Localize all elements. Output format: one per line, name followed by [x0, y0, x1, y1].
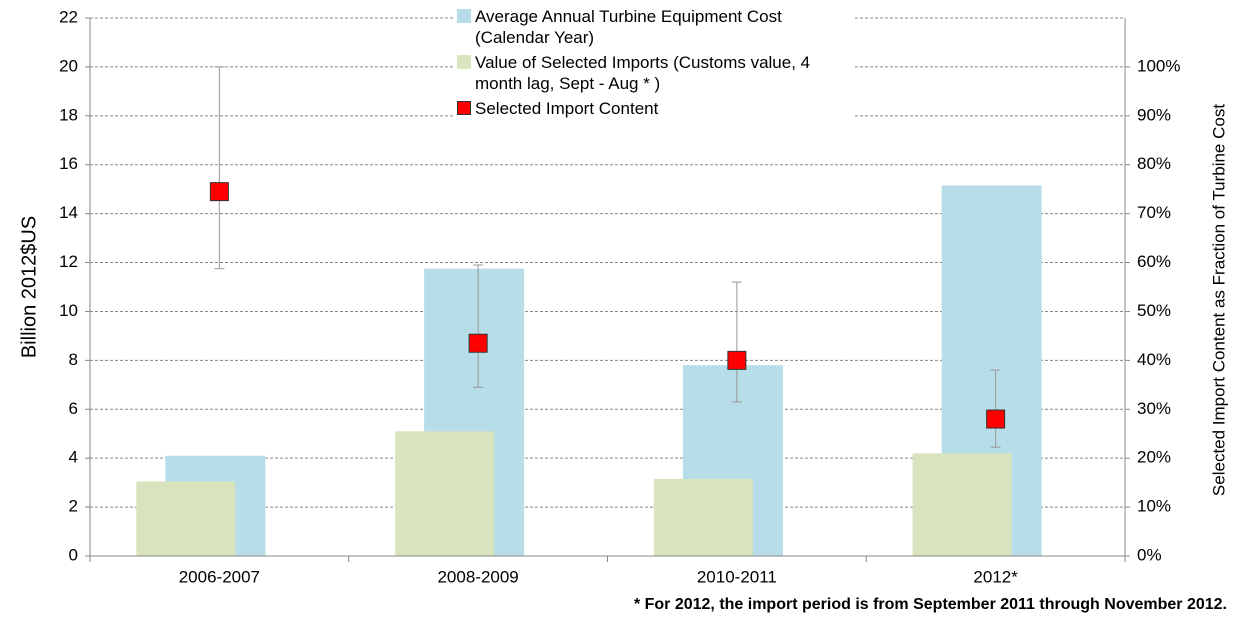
y-axis-label: Billion 2012$US — [18, 216, 40, 358]
bar — [912, 453, 1012, 556]
marker — [468, 333, 488, 353]
y-tick-label: 10 — [59, 301, 78, 320]
legend-swatch — [457, 55, 471, 69]
bar — [653, 478, 753, 556]
marker — [986, 409, 1006, 429]
y2-tick-label: 20% — [1137, 448, 1171, 467]
legend-item: Average Annual Turbine Equipment Cost (C… — [455, 6, 855, 48]
y-tick-label: 18 — [59, 105, 78, 124]
bar — [136, 481, 236, 556]
x-tick-label: 2012* — [973, 567, 1018, 586]
y2-tick-label: 10% — [1137, 497, 1171, 516]
y-tick-label: 20 — [59, 56, 78, 75]
legend-label: Average Annual Turbine Equipment Cost (C… — [475, 7, 782, 47]
y-tick-label: 8 — [69, 350, 78, 369]
marker — [727, 350, 747, 370]
y2-tick-label: 60% — [1137, 252, 1171, 271]
legend-item: Value of Selected Imports (Customs value… — [455, 52, 855, 94]
legend: Average Annual Turbine Equipment Cost (C… — [455, 6, 855, 123]
legend-swatch — [457, 9, 471, 23]
legend-label: Selected Import Content — [475, 99, 659, 118]
x-tick-label: 2010-2011 — [697, 567, 777, 586]
y2-tick-label: 100% — [1137, 56, 1180, 75]
x-tick-label: 2008-2009 — [437, 567, 518, 586]
legend-item: Selected Import Content — [455, 98, 855, 119]
legend-label: Value of Selected Imports (Customs value… — [475, 53, 811, 93]
legend-swatch — [457, 101, 471, 115]
y2-tick-label: 40% — [1137, 350, 1171, 369]
y2-tick-label: 90% — [1137, 105, 1171, 124]
footnote: * For 2012, the import period is from Se… — [633, 596, 1227, 613]
y-tick-label: 14 — [59, 203, 78, 222]
y-tick-label: 16 — [59, 154, 78, 173]
y-tick-label: 22 — [59, 7, 78, 26]
marker — [209, 182, 229, 202]
y2-tick-label: 30% — [1137, 399, 1171, 418]
y-tick-label: 0 — [69, 545, 78, 564]
x-tick-label: 2006-2007 — [179, 567, 260, 586]
y-tick-label: 4 — [69, 448, 78, 467]
y2-tick-label: 50% — [1137, 301, 1171, 320]
bar — [395, 431, 495, 556]
y2-tick-label: 70% — [1137, 203, 1171, 222]
y2-tick-label: 80% — [1137, 154, 1171, 173]
y-tick-label: 12 — [59, 252, 78, 271]
y-tick-label: 2 — [69, 497, 78, 516]
y-tick-label: 6 — [69, 399, 78, 418]
y2-tick-label: 0% — [1137, 545, 1162, 564]
y2-axis-label: Selected Import Content as Fraction of T… — [1209, 104, 1228, 496]
